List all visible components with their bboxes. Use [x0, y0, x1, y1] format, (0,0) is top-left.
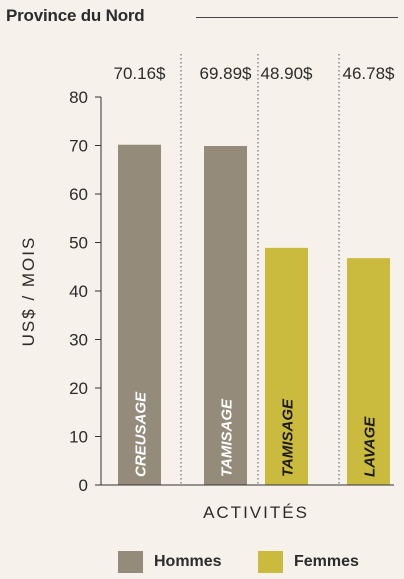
chart-title: Province du Nord: [6, 6, 145, 25]
y-axis: 0 10 20 30 40 50 60 70 80: [69, 88, 102, 495]
title-row: Province du Nord: [6, 6, 398, 30]
legend-swatch-hommes: [118, 551, 143, 573]
value-label: 48.90$: [261, 64, 314, 83]
bar-category-labels: CREUSAGE TAMISAGE TAMISAGE LAVAGE: [133, 391, 379, 477]
y-tick-label: 60: [69, 185, 88, 204]
y-tick-label: 80: [69, 88, 88, 107]
value-labels: 70.16$ 69.89$ 48.90$ 46.78$: [114, 64, 396, 83]
bar-femmes: [265, 247, 308, 485]
legend: Hommes Femmes: [118, 551, 398, 575]
y-tick-label: 30: [69, 331, 88, 350]
y-tick-label: 50: [69, 234, 88, 253]
y-tick-label: 70: [69, 137, 88, 156]
y-tick-label: 20: [69, 379, 88, 398]
bar-category-label: TAMISAGE: [219, 398, 236, 477]
legend-label-hommes: Hommes: [154, 553, 222, 570]
value-label: 69.89$: [200, 64, 253, 83]
x-axis-title: ACTIVITÉS: [203, 503, 309, 522]
title-rule: [196, 17, 398, 18]
y-axis-title: US$ / MOIS: [19, 236, 38, 347]
bar-chart: 70.16$ 69.89$ 48.90$ 46.78$ CREUSAGE TAMISAG…: [19, 54, 396, 522]
bar-category-label: CREUSAGE: [133, 391, 150, 477]
bar-femmes: [347, 258, 390, 485]
bar-hommes: [204, 146, 247, 485]
legend-label-femmes: Femmes: [294, 553, 359, 570]
value-label: 70.16$: [114, 64, 167, 83]
legend-swatch-femmes: [258, 551, 283, 573]
y-tick-label: 40: [69, 282, 88, 301]
y-tick-label: 10: [69, 428, 88, 447]
value-label: 46.78$: [343, 64, 396, 83]
bar-category-label: LAVAGE: [362, 416, 379, 477]
bar-hommes: [118, 144, 161, 485]
y-tick-label: 0: [79, 476, 88, 495]
bars: [118, 144, 390, 485]
bar-category-label: TAMISAGE: [280, 398, 297, 477]
